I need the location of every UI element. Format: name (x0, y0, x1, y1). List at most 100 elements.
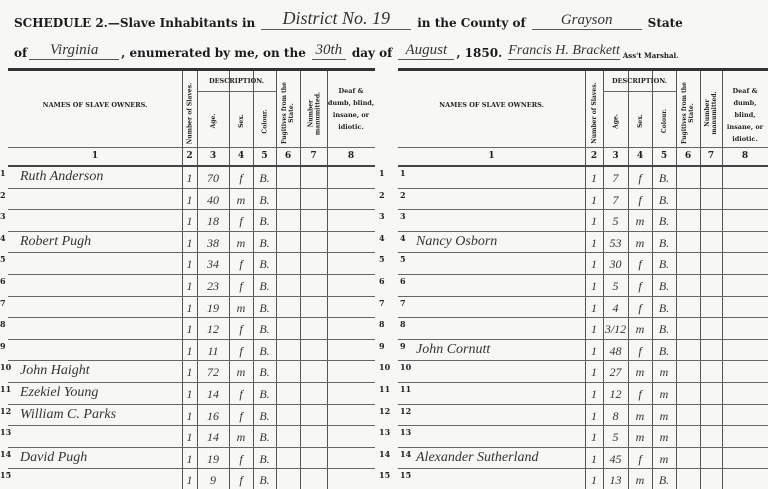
cell-sex: m (236, 430, 246, 445)
row-number: 3 (379, 211, 385, 222)
row-line (8, 425, 375, 427)
table-row: 1 7 f B. (398, 167, 768, 189)
cell-sex: m (236, 192, 246, 207)
table-row: 1 27 m m (398, 361, 768, 383)
column-number: 8 (741, 151, 749, 161)
owner-name: David Pugh (20, 449, 88, 465)
row-number: 9 (400, 340, 406, 351)
table-row: 1 13 m B. (398, 469, 768, 489)
cell-colour: B. (658, 192, 670, 207)
cell-sex: m (635, 430, 645, 445)
row-line (398, 446, 768, 448)
row-number: 4 (0, 232, 6, 243)
column-divider (197, 71, 198, 489)
cell-num: 1 (591, 214, 597, 229)
cell-age: 18 (207, 214, 219, 229)
cell-sex: m (635, 365, 645, 380)
column-divider (229, 71, 230, 489)
row-number: 1 (379, 168, 385, 178)
row-number: 8 (379, 319, 385, 330)
header-divider (398, 147, 768, 148)
cell-age: 8 (612, 408, 619, 423)
cell-num: 1 (186, 473, 193, 488)
cell-colour: B. (658, 322, 670, 337)
row-line (398, 230, 768, 232)
column-number: 5 (261, 151, 268, 161)
cell-sex: f (638, 257, 642, 272)
row-number: 6 (379, 276, 385, 286)
cell-colour: B. (658, 300, 670, 315)
row-number: 6 (400, 276, 406, 286)
column-divider (300, 71, 301, 489)
row-number: 13 (379, 427, 391, 438)
table-row: David Pugh 1 19 f B. (8, 448, 375, 470)
cell-age: 30 (609, 257, 622, 272)
cell-age: 48 (609, 343, 622, 358)
column-number: 2 (590, 151, 598, 161)
cell-num: 1 (186, 322, 193, 337)
cell-num: 1 (186, 300, 193, 315)
names-header: NAMES OF SLAVE OWNERS. (42, 101, 148, 109)
row-line (398, 317, 768, 319)
row-line (8, 446, 375, 448)
row-line (398, 273, 768, 275)
deaf-header: Deaf & dumb, blind, insane, or idiotic. (327, 87, 375, 131)
cell-sex: m (635, 473, 645, 488)
table-row: 1 4 f B. (398, 297, 768, 319)
table-row: 1 3/12 m B. (398, 318, 768, 340)
row-number: 15 (379, 470, 391, 481)
table-row: 1 12 f m (398, 383, 768, 405)
cell-sex: f (638, 451, 642, 466)
column-number-divider (8, 165, 375, 167)
column-divider (276, 71, 277, 489)
age-header: Age. (209, 113, 217, 129)
row-number: 2 (379, 189, 385, 200)
manumitted-header: Number manumitted. (704, 91, 718, 135)
cell-num: 1 (186, 192, 193, 207)
right-table: DESCRIPTION. NAMES OF SLAVE OWNERS. Number… (398, 68, 768, 489)
cell-age: 40 (207, 192, 219, 207)
description-underline (603, 91, 676, 92)
cell-sex: f (638, 192, 642, 207)
cell-colour: B. (259, 343, 270, 358)
cell-colour: B. (658, 235, 670, 250)
row-number: 8 (400, 319, 406, 330)
cell-sex: m (635, 214, 645, 229)
header-line-1: SCHEDULE 2.—Slave Inhabitants in Distric… (14, 6, 689, 30)
table-row: 1 12 f B. (8, 318, 375, 340)
cell-colour: m (659, 387, 669, 401)
row-number: 12 (379, 405, 391, 416)
table-row: 1 18 f B. (8, 210, 375, 232)
cell-num: 1 (186, 365, 193, 380)
column-number: 6 (284, 151, 292, 161)
row-line (8, 468, 375, 470)
row-number: 9 (0, 340, 6, 351)
table-row: John Cornutt 1 48 f B. (398, 340, 768, 362)
row-number: 13 (400, 427, 412, 438)
cell-colour: B. (259, 473, 270, 488)
row-line (8, 230, 375, 232)
cell-num: 1 (186, 387, 193, 401)
marshal-label: Ass't Marshal. (622, 51, 679, 60)
cell-num: 1 (186, 257, 193, 272)
table-row: Ruth Anderson 1 70 f B. (8, 167, 375, 189)
cell-sex: m (236, 300, 246, 315)
owner-name: Nancy Osborn (416, 233, 498, 249)
row-line (398, 252, 768, 254)
row-line (8, 209, 375, 211)
row-line (398, 468, 768, 470)
cell-age: 13 (609, 473, 622, 488)
fugitives-header: Fugitives from the State. (681, 82, 695, 144)
row-number: 11 (379, 384, 391, 394)
cell-age: 38 (207, 235, 219, 250)
cell-colour: B. (259, 214, 270, 229)
row-number: 14 (0, 448, 12, 459)
cell-age: 12 (207, 322, 219, 337)
schedule-title: SCHEDULE 2.—Slave Inhabitants in (14, 16, 256, 30)
cell-sex: m (635, 235, 645, 250)
cell-num: 1 (186, 343, 193, 358)
cell-sex: f (239, 408, 243, 423)
owner-name: John Cornutt (416, 341, 491, 357)
row-number: 10 (400, 362, 412, 373)
table-row: Ezekiel Young 1 14 f B. (8, 383, 375, 405)
